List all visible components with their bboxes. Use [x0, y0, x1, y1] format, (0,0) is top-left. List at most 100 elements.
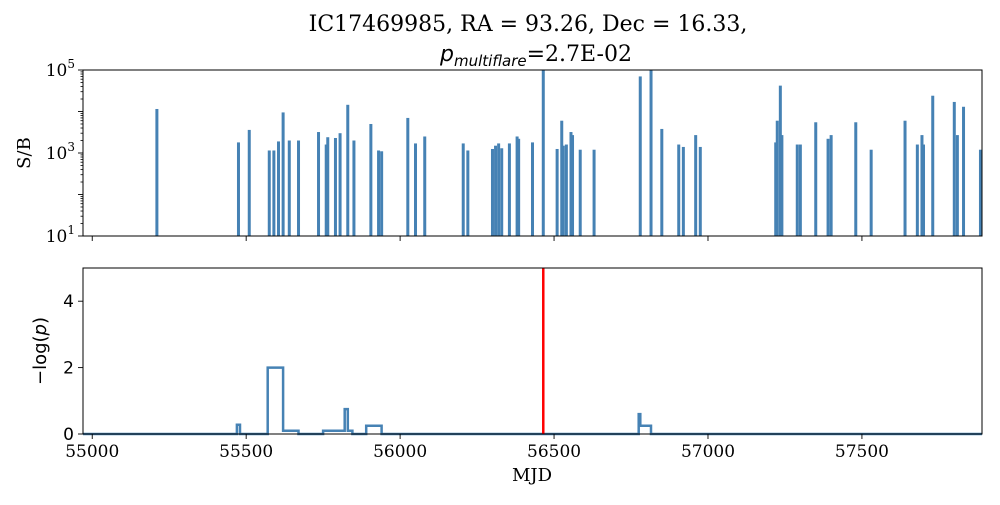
- bottom-y-axis-label: −log(p): [30, 317, 51, 385]
- flare-bar: [317, 132, 321, 236]
- flare-bar: [592, 149, 596, 236]
- flare-bar: [267, 150, 271, 236]
- flare-bar: [497, 143, 501, 236]
- bottom-axes-frame: [82, 267, 983, 435]
- flare-bar: [903, 120, 907, 236]
- x-tick-label: 56000: [373, 442, 427, 462]
- flare-bar: [515, 136, 519, 236]
- flare-bar: [352, 140, 356, 236]
- flare-bar: [854, 122, 858, 236]
- y-tick-label: 101: [46, 223, 75, 247]
- flare-bar: [369, 123, 373, 236]
- x-tick-label: 56500: [527, 442, 581, 462]
- flare-bar: [564, 144, 568, 236]
- top-panel: 101 103 105 S/B: [14, 57, 983, 247]
- flare-bar: [869, 149, 873, 236]
- flare-bar: [297, 140, 301, 236]
- flare-bar: [638, 76, 642, 236]
- y-tick-label: 0: [63, 425, 74, 445]
- flare-bar: [774, 142, 778, 236]
- chart-title-line2: pmultiflare=2.7E-02: [439, 42, 632, 70]
- flare-bar: [346, 104, 350, 237]
- flare-bar: [920, 135, 924, 236]
- flare-bar: [272, 150, 276, 236]
- y-tick-label: 105: [46, 57, 75, 81]
- flare-bar: [829, 135, 833, 236]
- flare-bar: [698, 146, 702, 236]
- flare-bar: [500, 148, 504, 236]
- flare-bar: [247, 129, 251, 236]
- top-x-ticks: [91, 236, 863, 241]
- flare-bar: [694, 135, 698, 236]
- probability-step-line: [83, 366, 982, 436]
- flare-bar: [578, 149, 582, 236]
- flare-bar: [338, 133, 342, 236]
- flare-bar: [494, 145, 498, 236]
- top-y-ticks: 101 103 105: [46, 57, 83, 247]
- bottom-panel: 0 2 4 55000 55500 56000 56500 57000 57500 −log(…: [30, 267, 983, 486]
- flare-bar: [561, 145, 565, 236]
- flare-bar: [277, 141, 281, 236]
- title-p-subscript: multiflare: [454, 52, 527, 70]
- chart-title-line1: IC17469985, RA = 93.26, Dec = 16.33,: [309, 12, 748, 37]
- x-tick-label: 57000: [681, 442, 735, 462]
- flare-bar: [287, 140, 291, 236]
- flare-bar: [649, 70, 653, 236]
- flare-bar: [326, 137, 330, 236]
- flare-bar: [324, 144, 328, 236]
- bottom-x-ticks: 55000 55500 56000 56500 57000 57500: [65, 434, 889, 462]
- bottom-y-ticks: 0 2 4: [63, 292, 83, 445]
- top-y-axis-label: S/B: [14, 137, 35, 169]
- flare-bar: [915, 144, 919, 236]
- flare-bar: [517, 138, 521, 236]
- flare-bar: [660, 128, 664, 236]
- flare-bar: [922, 144, 926, 236]
- flare-bar: [155, 108, 159, 236]
- flare-bar: [978, 149, 982, 236]
- flare-bar: [798, 144, 802, 236]
- y-tick-label: 103: [46, 140, 75, 164]
- title-p-value: =2.7E-02: [527, 42, 632, 67]
- flare-bar: [466, 150, 470, 236]
- flare-bar: [333, 137, 337, 236]
- x-tick-label: 55500: [219, 442, 273, 462]
- y-tick-label: 4: [63, 292, 74, 312]
- flare-bar: [677, 144, 681, 236]
- flare-bar: [414, 143, 418, 236]
- x-axis-label: MJD: [512, 465, 552, 486]
- x-tick-label: 55000: [65, 442, 119, 462]
- flare-bar: [560, 120, 564, 236]
- flare-bar: [778, 85, 782, 236]
- title-p-symbol: p: [439, 42, 454, 67]
- flare-bar: [461, 143, 465, 236]
- flare-bar: [962, 106, 966, 236]
- flare-bar: [826, 138, 830, 236]
- flare-bar: [952, 101, 956, 236]
- y-tick-label: 2: [63, 359, 74, 379]
- flare-bar: [380, 151, 384, 236]
- x-tick-label: 57500: [835, 442, 889, 462]
- flare-bar: [541, 70, 545, 236]
- flare-bar: [507, 143, 511, 236]
- flare-bar: [681, 146, 685, 236]
- flare-bar: [555, 148, 559, 236]
- flare-bar: [236, 142, 240, 236]
- flare-bar: [423, 136, 427, 236]
- flare-bar: [377, 150, 381, 236]
- flare-bar: [955, 135, 959, 236]
- flare-bar: [780, 135, 784, 236]
- flare-bar: [569, 132, 573, 236]
- flare-bar: [931, 95, 935, 236]
- top-bars-group: [155, 70, 982, 237]
- bottom-plot-group: [83, 268, 982, 436]
- flare-bar: [571, 135, 575, 236]
- flare-bar: [814, 122, 818, 236]
- flare-bar: [531, 142, 534, 236]
- flare-bar: [775, 120, 779, 236]
- flare-bar: [795, 144, 799, 236]
- flare-bar: [281, 112, 285, 236]
- flare-bar: [490, 148, 494, 236]
- flare-bar: [406, 117, 410, 236]
